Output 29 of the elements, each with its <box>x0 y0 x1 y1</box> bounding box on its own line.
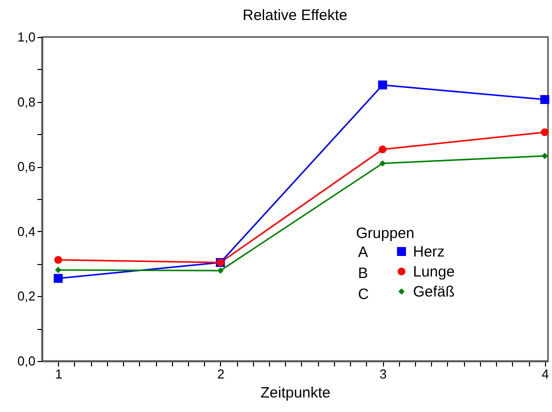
y-tick-label: 1,0 <box>17 30 36 44</box>
y-tick-label: 0,8 <box>17 94 36 110</box>
x-tick-label: 1 <box>55 366 62 382</box>
point <box>217 267 224 274</box>
chart-title: Relative Effekte <box>242 7 348 24</box>
point <box>55 266 62 274</box>
legend-title: Gruppen <box>356 225 414 242</box>
point <box>378 80 388 90</box>
point <box>540 128 549 136</box>
point <box>379 160 386 167</box>
y-tick-label: 0,0 <box>17 354 36 368</box>
x-tick-label: 4 <box>542 366 549 382</box>
point <box>54 274 63 283</box>
point <box>378 146 386 154</box>
x-axis-title: Zeitpunkte <box>260 384 331 402</box>
point <box>54 256 62 264</box>
legend-label: Lunge <box>413 264 455 280</box>
y-tick-label: 0,6 <box>17 159 36 174</box>
annotation: B <box>358 265 368 282</box>
legend-label: Herz <box>413 244 445 260</box>
annotation: A <box>358 244 368 261</box>
annotation: C <box>358 286 369 303</box>
x-tick-label: 3 <box>379 366 387 382</box>
x-tick-label: 2 <box>217 366 225 382</box>
y-tick-label: 0,2 <box>17 288 36 304</box>
point <box>542 152 548 160</box>
legend-label: Gefäß <box>413 284 455 300</box>
y-tick-label: 0,4 <box>17 224 36 239</box>
point <box>540 95 550 104</box>
